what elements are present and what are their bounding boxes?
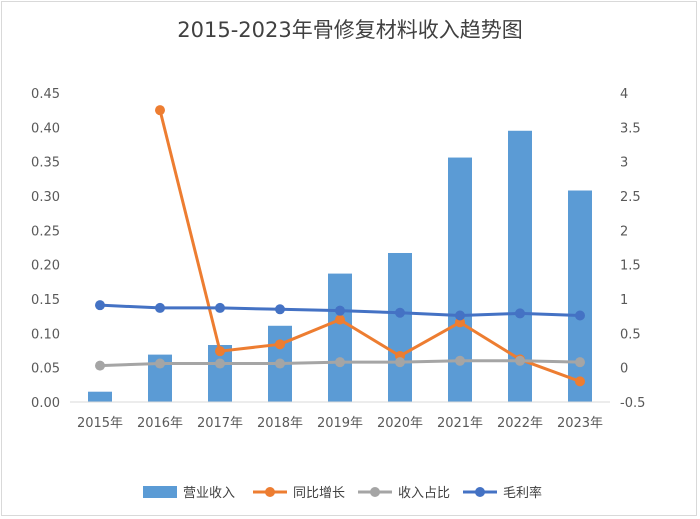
series-point [335, 305, 345, 316]
bar [568, 190, 592, 402]
bar [328, 273, 352, 402]
right-axis-tick-label: 0 [620, 362, 628, 377]
series-point [155, 358, 165, 369]
right-axis-tick-label: 2 [620, 224, 628, 239]
right-axis-tick-label: 2.5 [620, 190, 641, 205]
left-axis-tick-label: 0.30 [31, 190, 60, 205]
series-point [575, 310, 585, 321]
x-axis-ticks: 2015年 2016年 2017年 2018年 2019年 2020年 2021年 2022年… [77, 416, 603, 431]
legend-label: 毛利率 [503, 485, 542, 501]
series-point [215, 302, 225, 313]
series-point [575, 376, 585, 387]
legend-item: 收入占比 [358, 486, 450, 501]
right-axis-tick-label: 3.5 [620, 121, 641, 136]
right-axis-tick-label: 3 [620, 156, 628, 171]
series-point [395, 307, 405, 318]
left-axis-ticks: 0.00 0.05 0.10 0.15 0.20 0.25 0.30 0.35 0.40 0.45 [31, 87, 60, 411]
legend-item: 同比增长 [253, 486, 345, 501]
series-point [395, 357, 405, 368]
right-axis-tick-label: 1.5 [620, 259, 641, 274]
legend-item: 毛利率 [463, 485, 542, 501]
left-axis-tick-label: 0.15 [31, 293, 60, 308]
x-axis-tick-label: 2020年 [377, 416, 423, 431]
x-axis-tick-label: 2021年 [437, 416, 483, 431]
right-axis-tick-label: 4 [620, 87, 628, 102]
legend-item: 营业收入 [143, 486, 235, 501]
series-point [455, 317, 465, 328]
legend-label: 营业收入 [183, 486, 235, 501]
line-series [95, 105, 585, 387]
left-axis-tick-label: 0.10 [31, 327, 60, 342]
legend-label: 同比增长 [293, 486, 345, 501]
series-point [275, 339, 285, 350]
series-point [155, 105, 165, 116]
series-point [215, 346, 225, 357]
series-line [158, 109, 581, 383]
series-point [155, 302, 165, 313]
legend-label: 收入占比 [398, 486, 450, 501]
left-axis-tick-label: 0.35 [31, 156, 60, 171]
left-axis-tick-label: 0.25 [31, 224, 60, 239]
series-point [95, 300, 105, 311]
right-axis-tick-label: -0.5 [620, 396, 645, 411]
x-axis-tick-label: 2018年 [257, 416, 303, 431]
left-axis-tick-label: 0.45 [31, 87, 60, 102]
series-point [455, 310, 465, 321]
series-point [275, 304, 285, 315]
x-axis-tick-label: 2017年 [197, 416, 243, 431]
series-point [335, 357, 345, 368]
x-axis-tick-label: 2022年 [497, 416, 543, 431]
legend-marker [475, 487, 485, 497]
series-point [215, 358, 225, 369]
series-point [515, 355, 525, 366]
left-axis-tick-label: 0.05 [31, 362, 60, 377]
left-axis-tick-label: 0.00 [31, 396, 60, 411]
legend-marker [265, 487, 275, 497]
series-point [455, 355, 465, 366]
series-point [335, 314, 345, 325]
legend: 营业收入 同比增长 收入占比 毛利率 [143, 485, 542, 501]
x-axis-tick-label: 2019年 [317, 416, 363, 431]
legend-swatch [143, 486, 177, 498]
bar [88, 391, 112, 402]
x-axis-tick-label: 2023年 [557, 416, 603, 431]
series-point [275, 358, 285, 369]
series-point [95, 360, 105, 371]
left-axis-tick-label: 0.40 [31, 121, 60, 136]
right-axis-ticks: -0.5 0 0.5 1 1.5 2 2.5 3 3.5 4 [620, 87, 645, 411]
series-point [515, 308, 525, 319]
left-axis-tick-label: 0.20 [31, 259, 60, 274]
series-point [575, 357, 585, 368]
x-axis-tick-label: 2016年 [137, 416, 183, 431]
right-axis-tick-label: 0.5 [620, 327, 641, 342]
x-axis-tick-label: 2015年 [77, 416, 123, 431]
right-axis-tick-label: 1 [620, 293, 628, 308]
chart-title: 2015-2023年骨修复材料收入趋势图 [177, 18, 522, 42]
bar [388, 252, 412, 402]
legend-marker [370, 487, 380, 497]
